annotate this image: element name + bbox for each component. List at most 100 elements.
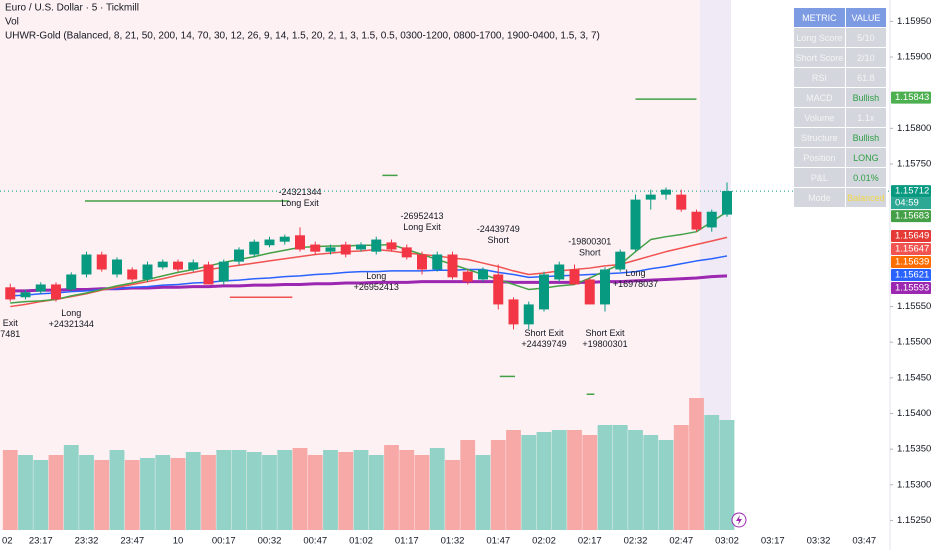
volume-bar: [353, 450, 369, 530]
candle-body: [127, 269, 138, 280]
candle-body: [264, 239, 275, 246]
price-tag-label: 1.15593: [895, 282, 929, 293]
signal-label: Long: [625, 268, 645, 278]
volume-bar: [33, 460, 49, 530]
candle-body: [508, 299, 519, 325]
x-tick-label: 01:47: [486, 536, 510, 547]
price-tag-label: 1.15683: [895, 211, 929, 222]
candle-body: [401, 247, 412, 258]
x-tick-label: 02:47: [669, 536, 693, 547]
candle-body: [203, 264, 214, 285]
volume-bar: [2, 450, 18, 530]
candle-body: [493, 274, 504, 305]
volume-bar: [506, 430, 521, 530]
x-tick-label: 23:17: [29, 536, 53, 547]
volume-bar: [704, 415, 720, 530]
candle-body: [615, 251, 626, 270]
x-tick-label: 01:17: [395, 536, 419, 547]
metric-cell: Long Score: [793, 27, 846, 48]
header-cell: METRIC: [793, 7, 846, 28]
volume-bar: [628, 430, 643, 530]
x-tick-label: 23:32: [75, 536, 99, 547]
candle-body: [432, 254, 443, 270]
replay-icon-bolt: [736, 515, 742, 525]
signal-label: +19800301: [582, 339, 627, 349]
countdown-tag: [891, 197, 931, 210]
volume-bar: [490, 440, 506, 530]
candle-layer: [5, 182, 732, 330]
countdown-label: 04:59: [895, 198, 919, 209]
volume-bar: [63, 445, 79, 530]
y-tick-label: 1.15550: [897, 301, 931, 312]
value-cell: 0.01%: [844, 167, 888, 188]
value-cell: 61.8: [844, 67, 888, 88]
candle-body: [645, 194, 656, 200]
signal-label: Short Exit: [585, 328, 625, 338]
volume-bar: [338, 452, 354, 530]
x-tick-label: 03:32: [807, 536, 831, 547]
x-tick-label: 00:17: [212, 536, 236, 547]
candle-body: [478, 269, 488, 280]
candle-body: [157, 261, 168, 268]
volume-bar: [201, 455, 216, 530]
candle-body: [340, 244, 351, 255]
volume-bar: [429, 448, 445, 530]
volume-bar: [719, 420, 735, 530]
candle-body: [249, 241, 260, 255]
volume-bar: [170, 458, 186, 530]
metric-cell: RSI: [793, 67, 846, 88]
volume-bar: [292, 448, 308, 530]
value-cell: Bullish: [844, 87, 888, 108]
signal-label: Exit: [3, 318, 19, 328]
candle-body: [706, 211, 717, 228]
candle-body: [676, 194, 687, 210]
metric-cell: Structure: [793, 127, 846, 148]
volume-bar: [262, 455, 277, 530]
x-tick-label: 10: [173, 536, 184, 547]
volume-bar: [460, 440, 476, 530]
x-tick-label: 01:02: [349, 536, 373, 547]
value-cell: 5/10: [844, 27, 888, 48]
volume-bar: [673, 425, 689, 530]
candle-body: [462, 271, 473, 282]
signal-label: 7481: [0, 329, 20, 339]
y-tick-label: 1.15900: [897, 52, 931, 63]
volume-bar: [689, 398, 704, 530]
candle-body: [279, 236, 290, 242]
y-tick-label: 1.15400: [897, 408, 931, 419]
metric-cell: Short Score: [793, 47, 846, 68]
table-row: Structure Bullish: [793, 127, 888, 148]
signal-label: -19800301: [568, 237, 611, 247]
price-tag: [891, 185, 931, 198]
volume-bar: [155, 455, 171, 530]
x-tick-label: 02:17: [578, 536, 602, 547]
moving-average-line: [10, 236, 728, 308]
y-tick-label: 1.15750: [897, 158, 931, 169]
x-tick-label: 03:17: [761, 536, 785, 547]
table-row: Position LONG: [793, 147, 888, 168]
volume-bar: [307, 455, 323, 530]
candle-body: [386, 242, 397, 250]
volume-bar: [384, 445, 399, 530]
volume-bar: [48, 455, 64, 530]
x-tick-label: 01:32: [441, 536, 465, 547]
metric-cell: MACD: [793, 87, 846, 108]
y-tick-label: 1.15800: [897, 123, 931, 134]
x-tick-label: 00:47: [303, 536, 327, 547]
volume-bar: [475, 455, 491, 530]
table-row: Short Score 2/10: [793, 47, 888, 68]
candle-body: [310, 244, 321, 252]
volume-bar: [551, 430, 567, 530]
candle-body: [35, 284, 46, 292]
value-cell: Balanced: [844, 187, 888, 208]
signal-label: Long Exit: [281, 198, 319, 208]
volume-bar: [582, 435, 598, 530]
axis-layer: 02 23:17 23:32 23:47 10 00:17 00:32 00:47 01:02 0…: [2, 16, 931, 547]
volume-bar: [414, 455, 430, 530]
volume-bar: [109, 450, 125, 530]
price-tag: [891, 242, 931, 255]
volume-bar: [445, 460, 460, 530]
signal-label: -24439749: [477, 224, 520, 234]
